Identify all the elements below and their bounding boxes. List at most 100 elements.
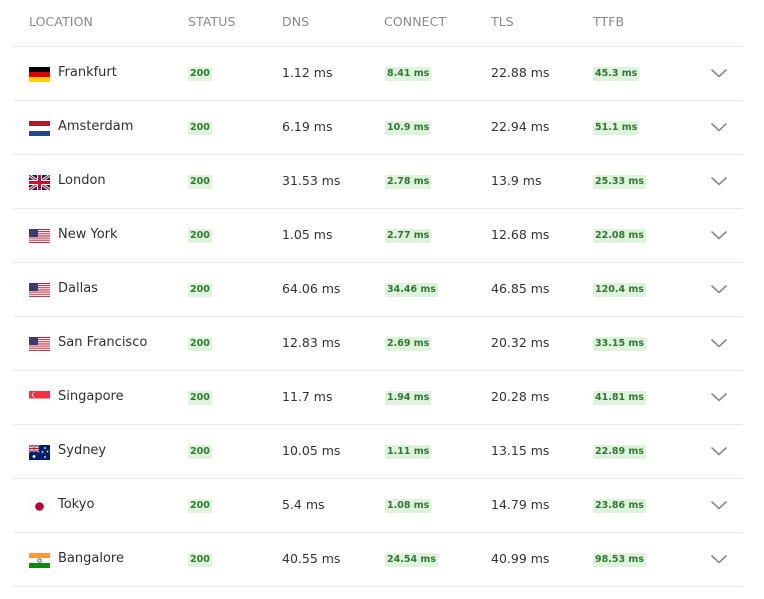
- tls-value: 46.85 ms: [491, 281, 550, 296]
- row-divider: [13, 208, 743, 209]
- status-badge: 200: [188, 337, 212, 351]
- ttfb-badge: 33.15 ms: [593, 337, 646, 351]
- ttfb-badge: 22.08 ms: [593, 229, 646, 243]
- tls-value: 40.99 ms: [491, 551, 550, 566]
- status-badge: 200: [188, 229, 212, 243]
- table-row[interactable]: Frankfurt 200 1.12 ms 8.41 ms 22.88 ms 45.3 m…: [0, 47, 764, 101]
- au-flag-icon: [29, 445, 50, 460]
- row-divider: [13, 586, 743, 587]
- table-row[interactable]: Dallas 200 64.06 ms 34.46 ms 46.85 ms 120.4 m…: [0, 263, 764, 317]
- connect-badge: 8.41 ms: [385, 67, 432, 81]
- dns-value: 1.05 ms: [282, 227, 333, 242]
- connect-badge: 2.69 ms: [385, 337, 432, 351]
- jp-flag-icon: [29, 499, 50, 514]
- table-row[interactable]: London 200 31.53 ms 2.78 ms 13.9 ms 25.33 ms: [0, 155, 764, 209]
- location-name: Dallas: [58, 281, 98, 296]
- dns-value: 64.06 ms: [282, 281, 341, 296]
- connect-badge: 10.9 ms: [385, 121, 432, 135]
- connect-badge: 24.54 ms: [385, 553, 438, 567]
- chevron-down-icon[interactable]: [710, 122, 728, 132]
- table-row[interactable]: Amsterdam 200 6.19 ms 10.9 ms 22.94 ms 51.1 m…: [0, 101, 764, 155]
- tls-value: 20.32 ms: [491, 335, 550, 350]
- row-divider: [13, 316, 743, 317]
- row-divider: [13, 100, 743, 101]
- tls-value: 22.88 ms: [491, 65, 550, 80]
- table-row[interactable]: Singapore 200 11.7 ms 1.94 ms 20.28 ms 41.81 …: [0, 371, 764, 425]
- sg-flag-icon: [29, 391, 50, 406]
- status-badge: 200: [188, 553, 212, 567]
- dns-value: 1.12 ms: [282, 65, 333, 80]
- connect-badge: 34.46 ms: [385, 283, 438, 297]
- ttfb-badge: 25.33 ms: [593, 175, 646, 189]
- status-badge: 200: [188, 391, 212, 405]
- us-flag-icon: [29, 229, 50, 244]
- ttfb-badge: 23.86 ms: [593, 499, 646, 513]
- dns-value: 40.55 ms: [282, 551, 341, 566]
- table-row[interactable]: Tokyo 200 5.4 ms 1.08 ms 14.79 ms 23.86 ms: [0, 479, 764, 533]
- location-name: London: [58, 173, 106, 188]
- connect-badge: 1.94 ms: [385, 391, 432, 405]
- row-divider: [13, 262, 743, 263]
- dns-value: 6.19 ms: [282, 119, 333, 134]
- row-divider: [13, 154, 743, 155]
- header-ttfb: TTFB: [593, 14, 625, 29]
- dns-value: 12.83 ms: [282, 335, 341, 350]
- chevron-down-icon[interactable]: [710, 392, 728, 402]
- status-badge: 200: [188, 175, 212, 189]
- header-status: STATUS: [188, 14, 236, 29]
- location-name: San Francisco: [58, 335, 148, 350]
- location-name: Frankfurt: [58, 65, 117, 80]
- tls-value: 12.68 ms: [491, 227, 550, 242]
- de-flag-icon: [29, 67, 50, 82]
- status-badge: 200: [188, 67, 212, 81]
- status-badge: 200: [188, 445, 212, 459]
- ttfb-badge: 120.4 ms: [593, 283, 646, 297]
- chevron-down-icon[interactable]: [710, 554, 728, 564]
- us-flag-icon: [29, 283, 50, 298]
- ttfb-badge: 22.89 ms: [593, 445, 646, 459]
- ttfb-badge: 51.1 ms: [593, 121, 640, 135]
- dns-value: 10.05 ms: [282, 443, 341, 458]
- row-divider: [13, 424, 743, 425]
- table-row[interactable]: Sydney 200 10.05 ms 1.11 ms 13.15 ms 22.89 ms: [0, 425, 764, 479]
- table-row[interactable]: Bangalore 200 40.55 ms 24.54 ms 40.99 ms 98.5…: [0, 533, 764, 587]
- chevron-down-icon[interactable]: [710, 176, 728, 186]
- table-header: LOCATION STATUS DNS CONNECT TLS TTFB: [0, 0, 764, 46]
- location-name: New York: [58, 227, 118, 242]
- table-row[interactable]: San Francisco 200 12.83 ms 2.69 ms 20.32 ms 3…: [0, 317, 764, 371]
- connect-badge: 1.08 ms: [385, 499, 432, 513]
- row-divider: [13, 478, 743, 479]
- us-flag-icon: [29, 337, 50, 352]
- ttfb-badge: 41.81 ms: [593, 391, 646, 405]
- header-location: LOCATION: [29, 14, 93, 29]
- location-name: Singapore: [58, 389, 124, 404]
- chevron-down-icon[interactable]: [710, 338, 728, 348]
- status-badge: 200: [188, 121, 212, 135]
- dns-value: 11.7 ms: [282, 389, 333, 404]
- location-name: Amsterdam: [58, 119, 134, 134]
- chevron-down-icon[interactable]: [710, 284, 728, 294]
- ttfb-badge: 98.53 ms: [593, 553, 646, 567]
- nl-flag-icon: [29, 121, 50, 136]
- dns-value: 5.4 ms: [282, 497, 325, 512]
- dns-value: 31.53 ms: [282, 173, 341, 188]
- chevron-down-icon[interactable]: [710, 230, 728, 240]
- in-flag-icon: [29, 553, 50, 568]
- ttfb-badge: 45.3 ms: [593, 67, 640, 81]
- tls-value: 14.79 ms: [491, 497, 550, 512]
- table-row[interactable]: New York 200 1.05 ms 2.77 ms 12.68 ms 22.08 m…: [0, 209, 764, 263]
- chevron-down-icon[interactable]: [710, 500, 728, 510]
- connect-badge: 2.77 ms: [385, 229, 432, 243]
- location-name: Bangalore: [58, 551, 124, 566]
- status-badge: 200: [188, 499, 212, 513]
- location-name: Sydney: [58, 443, 107, 458]
- chevron-down-icon[interactable]: [710, 68, 728, 78]
- tls-value: 22.94 ms: [491, 119, 550, 134]
- tls-value: 20.28 ms: [491, 389, 550, 404]
- header-dns: DNS: [282, 14, 310, 29]
- connect-badge: 1.11 ms: [385, 445, 432, 459]
- tls-value: 13.9 ms: [491, 173, 542, 188]
- chevron-down-icon[interactable]: [710, 446, 728, 456]
- row-divider: [13, 370, 743, 371]
